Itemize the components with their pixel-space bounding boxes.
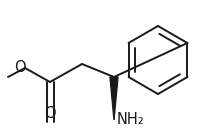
Text: O: O	[44, 106, 56, 121]
Polygon shape	[110, 77, 118, 120]
Text: O: O	[14, 60, 26, 76]
Text: NH₂: NH₂	[117, 112, 145, 126]
